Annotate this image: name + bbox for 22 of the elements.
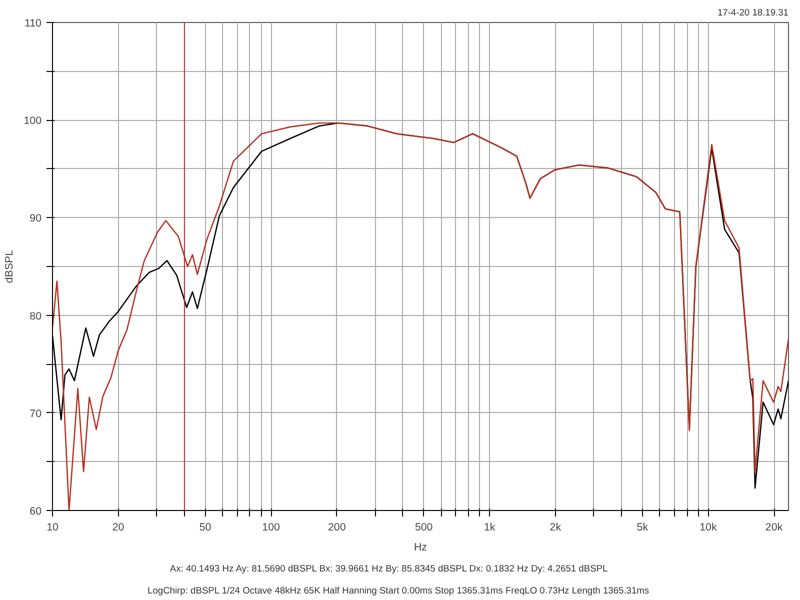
y-tick-label: 80 [30, 310, 42, 322]
x-tick-label: 20k [765, 522, 784, 534]
y-tick-label: 70 [30, 408, 42, 420]
x-tick-label: 100 [262, 522, 280, 534]
x-tick-label: 200 [328, 522, 346, 534]
text: LogChirp: dBSPL 1/24 Octave 48kHz 65K Half Hanning Start 0.00ms Stop 1365.31ms FreqLO 0.73Hz Length 1365.31ms [148, 586, 650, 596]
x-tick-label: 500 [414, 522, 433, 534]
y-tick-label: 90 [30, 212, 42, 225]
text: Ax: 40.1493 Hz Ay: 81.5690 dBSPL Bx: 39.9661 Hz By: 85.8345 dBSPL Dx: 0.1832 Hz Dy: 4.2651 dBSPL [170, 564, 608, 574]
text: 17-4-20 18.19.31 [717, 8, 789, 18]
x-tick-label: 20 [112, 522, 124, 534]
x-tick-label: 1k [484, 522, 496, 534]
x-axis-title: Hz [414, 542, 428, 554]
x-tick-label: 10 [46, 522, 58, 534]
y-tick-label: 110 [24, 18, 42, 30]
x-tick-label: 10k [700, 522, 718, 534]
y-tick-label: 100 [24, 115, 42, 128]
y-tick-label: 60 [30, 506, 42, 518]
x-tick-label: 50 [199, 522, 212, 534]
x-tick-label: 2k [550, 522, 562, 534]
y-axis-title: dBSPL [4, 250, 16, 284]
x-tick-label: 5k [636, 522, 649, 534]
